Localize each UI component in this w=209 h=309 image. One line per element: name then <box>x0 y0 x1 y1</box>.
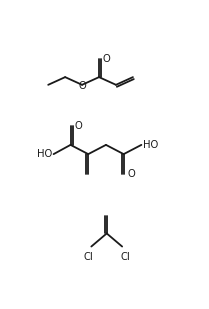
Text: HO: HO <box>143 140 158 150</box>
Text: O: O <box>127 169 135 179</box>
Text: O: O <box>103 54 111 64</box>
Text: HO: HO <box>37 149 52 159</box>
Text: Cl: Cl <box>120 252 130 262</box>
Text: O: O <box>78 81 86 91</box>
Text: Cl: Cl <box>83 252 93 262</box>
Text: O: O <box>74 121 82 131</box>
